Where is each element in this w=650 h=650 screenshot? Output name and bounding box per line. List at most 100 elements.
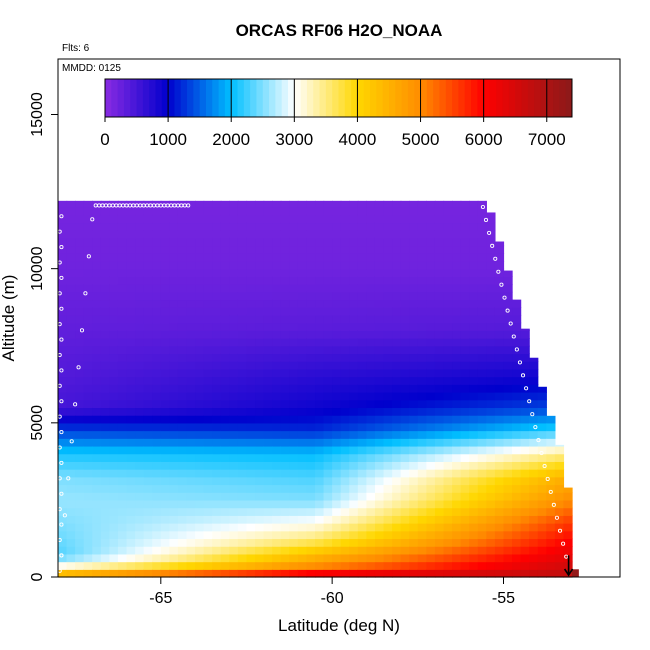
heatmap-cell <box>66 538 76 547</box>
heatmap-cell <box>426 492 436 501</box>
heatmap-cell <box>195 276 205 285</box>
heatmap-cell <box>503 530 513 540</box>
heatmap-cell <box>58 237 68 247</box>
heatmap-cell <box>469 515 479 524</box>
heatmap-cell <box>332 569 342 578</box>
heatmap-cell <box>349 222 359 231</box>
heatmap-cell <box>332 384 342 393</box>
heatmap-cell <box>229 392 239 401</box>
heatmap-cell <box>169 538 179 547</box>
heatmap-cell <box>323 445 333 455</box>
heatmap-cell <box>392 407 402 416</box>
heatmap-cell <box>400 200 410 208</box>
heatmap-cell <box>332 515 342 524</box>
heatmap-cell <box>374 546 385 555</box>
heatmap-cell <box>460 291 470 301</box>
heatmap-cell <box>434 284 445 293</box>
heatmap-cell <box>280 237 290 247</box>
colorbar-swatch <box>288 79 295 117</box>
heatmap-cell <box>289 523 299 532</box>
heatmap-cell <box>340 314 350 324</box>
heatmap-cell <box>237 515 248 524</box>
track-point <box>508 321 513 326</box>
heatmap-cell <box>452 222 462 231</box>
heatmap-cell <box>58 445 68 455</box>
heatmap-cell <box>469 415 479 424</box>
heatmap-cell <box>426 553 436 563</box>
heatmap-cell <box>374 384 385 393</box>
heatmap-cell <box>246 530 256 540</box>
colorbar-swatch <box>149 79 156 117</box>
heatmap-cell <box>289 368 299 378</box>
heatmap-cell <box>469 392 479 401</box>
heatmap-cell <box>160 469 170 478</box>
heatmap-cell <box>263 453 273 462</box>
heatmap-cell <box>203 353 213 362</box>
heatmap-cell <box>255 538 265 547</box>
heatmap-cell <box>469 268 479 277</box>
heatmap-cell <box>417 207 427 216</box>
heatmap-cell <box>75 561 85 570</box>
heatmap-cell <box>152 484 162 493</box>
heatmap-cell <box>177 384 188 393</box>
heatmap-cell <box>554 530 565 540</box>
heatmap-cell <box>374 353 385 362</box>
heatmap-cell <box>92 268 102 277</box>
heatmap-cell <box>417 299 427 308</box>
heatmap-cell <box>426 291 436 301</box>
heatmap-cell <box>315 546 325 555</box>
heatmap-cell <box>92 384 102 393</box>
heatmap-cell <box>203 530 213 540</box>
heatmap-cell <box>169 422 179 432</box>
heatmap-cell <box>92 307 102 316</box>
heatmap-cell <box>315 445 325 455</box>
heatmap-cell <box>75 222 85 231</box>
heatmap-cell <box>417 230 427 239</box>
heatmap-cell <box>83 492 93 501</box>
heatmap-cell <box>135 322 145 331</box>
heatmap-cell <box>229 461 239 470</box>
heatmap-cell <box>340 430 350 439</box>
heatmap-cell <box>126 392 136 401</box>
heatmap-cell <box>100 438 111 447</box>
heatmap-cell <box>246 222 256 231</box>
heatmap-cell <box>255 507 265 516</box>
heatmap-cell <box>323 407 333 416</box>
heatmap-cell <box>126 438 136 447</box>
heatmap-cell <box>246 322 256 331</box>
heatmap-cell <box>469 322 479 331</box>
colorbar-swatch <box>275 79 283 117</box>
heatmap-cell <box>83 484 93 493</box>
heatmap-cell <box>280 230 290 239</box>
heatmap-cell <box>323 245 333 254</box>
heatmap-cell <box>83 214 93 224</box>
heatmap-cell <box>503 368 513 378</box>
colorbar-swatch <box>155 79 163 117</box>
heatmap-cell <box>83 392 93 401</box>
heatmap-cell <box>263 260 273 270</box>
heatmap-cell <box>100 415 111 424</box>
heatmap-cell <box>374 484 385 493</box>
heatmap-cell <box>272 484 282 493</box>
heatmap-cell <box>203 415 213 424</box>
heatmap-cell <box>503 270 513 277</box>
heatmap-cell <box>237 553 248 563</box>
heatmap-cell <box>486 499 496 509</box>
heatmap-cell <box>169 214 179 224</box>
heatmap-cell <box>520 353 530 362</box>
heatmap-cell <box>546 546 556 555</box>
heatmap-cell <box>426 222 436 231</box>
heatmap-cell <box>135 484 145 493</box>
heatmap-cell <box>503 307 513 316</box>
y-axis-title: Altitude (m) <box>0 275 18 362</box>
heatmap-cell <box>100 499 111 509</box>
heatmap-cell <box>426 422 436 432</box>
heatmap-cell <box>417 422 427 432</box>
heatmap-cell <box>135 237 145 247</box>
heatmap-cell <box>400 345 410 355</box>
heatmap-cell <box>306 361 316 370</box>
heatmap-cell <box>237 230 248 239</box>
heatmap-cell <box>297 492 308 501</box>
heatmap-cell <box>237 200 248 208</box>
heatmap-cell <box>75 453 85 462</box>
